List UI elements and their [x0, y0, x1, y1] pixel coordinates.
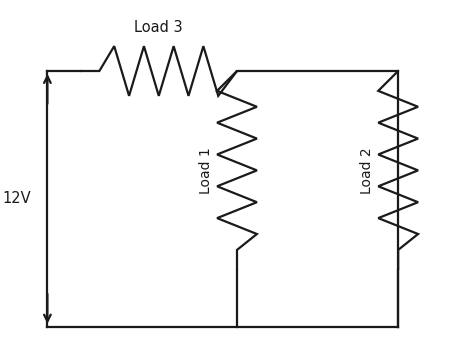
Text: Load 3: Load 3 — [135, 21, 183, 36]
Text: 12V: 12V — [2, 191, 31, 206]
Text: Load 1: Load 1 — [199, 147, 213, 194]
Text: Load 2: Load 2 — [360, 147, 374, 194]
